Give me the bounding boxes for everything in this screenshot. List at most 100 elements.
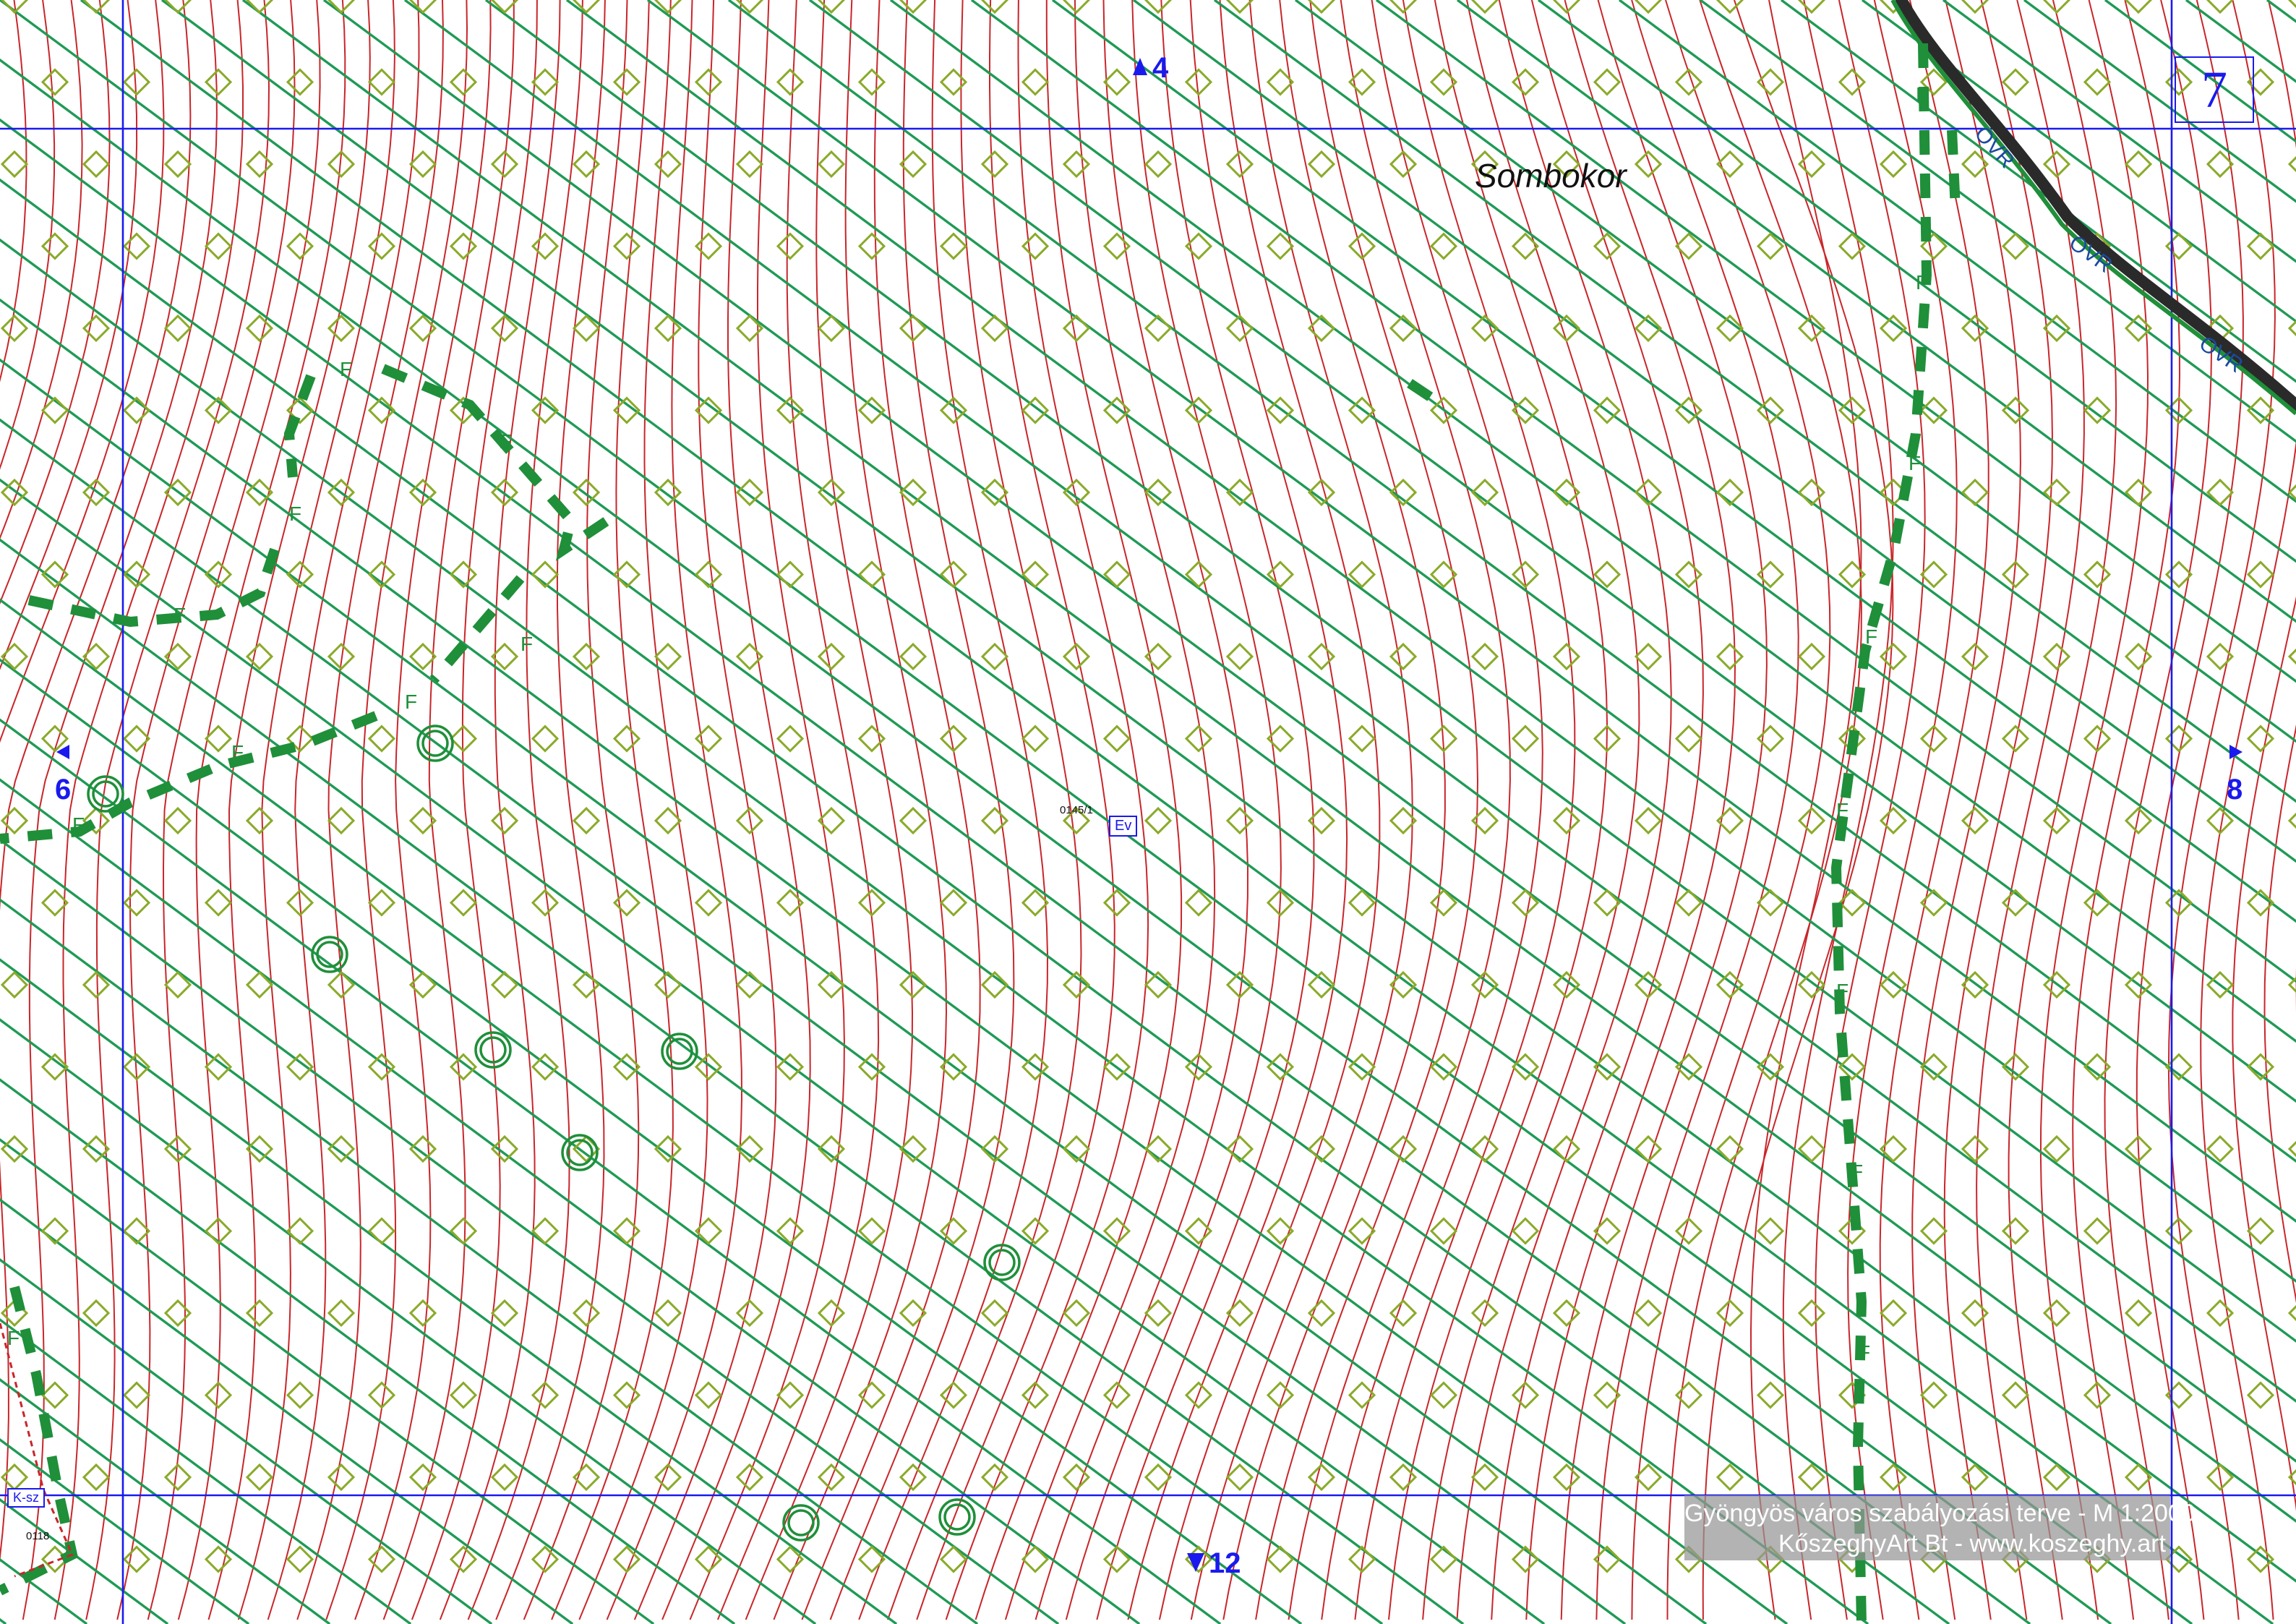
contour-line: [887, 0, 1082, 1620]
forest-hatch-line: [727, 0, 2296, 1163]
tree-circle-icon: [421, 730, 449, 757]
forest-hatch-line: [0, 778, 1141, 1624]
map-credit: Gyöngyös város szabályozási terve - M 1:…: [1684, 1495, 2196, 1560]
forest-diamond-icon: [2206, 970, 2235, 999]
forest-diamond-icon: [1961, 970, 1989, 999]
tree-circle-icon: [92, 780, 119, 808]
forest-diamond-icon: [2124, 970, 2153, 999]
zone-code-ev: Ev: [1109, 816, 1138, 837]
forest-diamond-icon: [980, 1299, 1009, 1328]
contour-line: [147, 0, 321, 1620]
contour-line: [2072, 0, 2181, 1620]
forest-diamond-icon: [1348, 68, 1376, 96]
forest-diamond-icon: [2124, 0, 2153, 14]
forest-diamond-icon: [1429, 889, 1458, 917]
forest-diamond-icon: [1756, 725, 1785, 753]
forest-diamond-icon: [2206, 1463, 2235, 1492]
forest-diamond-icon: [1552, 970, 1581, 999]
forest-diamond-icon: [1348, 1053, 1376, 1081]
forest-diamond-icon: [1062, 806, 1091, 835]
forest-diamond-icon: [1429, 232, 1458, 260]
road-label: OVR: [1970, 122, 2019, 173]
forest-diamond-icon: [2246, 396, 2275, 424]
forest-diamond-icon: [1879, 1134, 1908, 1163]
forest-diamond-icon: [490, 314, 519, 343]
forest-diamond-icon: [1961, 150, 1989, 179]
forest-diamond-icon: [286, 560, 314, 589]
forest-hatch-line: [0, 898, 979, 1624]
forest-diamond-icon: [1797, 970, 1826, 999]
forest-diamond-icon: [1021, 1545, 1050, 1573]
forest-diamond-icon: [245, 1299, 274, 1328]
forest-diamond-icon: [694, 1217, 723, 1245]
contour-line: [801, 0, 981, 1620]
forest-diamond-icon: [1674, 68, 1703, 96]
contour-line: [2263, 724, 2296, 1304]
forest-diamond-icon: [694, 1545, 723, 1573]
parcel-id: 0145/1: [1060, 804, 1093, 816]
forest-diamond-icon: [1102, 725, 1131, 753]
tree-circle-icon: [561, 1134, 599, 1171]
forest-diamond-icon: [82, 642, 111, 671]
forest-diamond-icon: [82, 1463, 111, 1492]
forest-diamond-icon: [2042, 150, 2071, 179]
forest-diamond-icon: [122, 1381, 151, 1409]
forest-diamond-icon: [612, 725, 641, 753]
forest-diamond-icon: [1797, 1134, 1826, 1163]
forest-diamond-icon: [2124, 1134, 2153, 1163]
forest-diamond-icon: [1144, 806, 1173, 835]
forest-hatch-line: [0, 1318, 412, 1624]
forest-diamond-icon: [40, 1381, 69, 1409]
contour-line: [1782, 0, 1894, 1620]
forest-diamond-icon: [2001, 68, 2030, 96]
zone-code-ksz: K-sz: [7, 1488, 45, 1508]
forest-diamond-icon: [1307, 1134, 1336, 1163]
forest-diamond-icon: [1756, 1381, 1785, 1409]
fence-labels: F F F F F F F F F F F F F F F F F: [7, 83, 1928, 1364]
tree-circle-icon: [782, 1504, 820, 1542]
forest-hatch-line: [1618, 0, 2296, 503]
forest-hatch-line: [0, 958, 898, 1624]
east-arrow-icon: [2229, 745, 2243, 759]
forest-diamond-icon: [817, 642, 846, 671]
forest-diamond-icon: [490, 970, 519, 999]
forest-diamond-icon: [1961, 478, 1989, 507]
forest-diamond-icon: [694, 560, 723, 589]
forest-diamond-icon: [2164, 560, 2193, 589]
forest-diamond-icon: [899, 0, 928, 14]
forest-diamond-icon: [40, 232, 69, 260]
forest-diamond-icon: [1348, 1545, 1376, 1573]
forest-diamond-icon: [899, 1134, 928, 1163]
forest-diamond-icon: [1511, 232, 1540, 260]
forest-diamond-icon: [735, 150, 764, 179]
forest-diamond-icon: [1429, 560, 1458, 589]
forest-diamond-icon: [1348, 1381, 1376, 1409]
forest-diamond-icon: [1511, 725, 1540, 753]
forest-diamond-icon: [531, 68, 560, 96]
forest-diamond-icon: [1102, 68, 1131, 96]
forest-diamond-icon: [2206, 0, 2235, 14]
forest-diamond-icon: [1429, 1381, 1458, 1409]
contour-line: [1158, 0, 1381, 1620]
forest-diamond-icon: [449, 232, 478, 260]
forest-diamond-icon: [490, 1463, 519, 1492]
forest-diamond-icon: [980, 478, 1009, 507]
forest-diamond-icon: [122, 1217, 151, 1245]
forest-diamond-icon: [1062, 970, 1091, 999]
contour-line: [1666, 0, 1862, 1620]
contour-line: [1096, 0, 1315, 1620]
forest-diamond-icon: [40, 560, 69, 589]
forest-diamond-icon: [2246, 232, 2275, 260]
forest-diamond-icon: [82, 478, 111, 507]
fence-label: F: [405, 691, 417, 713]
tree-circle-icon: [416, 725, 454, 762]
forest-diamond-icon: [408, 314, 437, 343]
fence-label: F: [174, 604, 186, 626]
forest-diamond-icon: [1144, 0, 1173, 14]
neighbor-west-label: 6: [55, 774, 72, 805]
forest-diamond-icon: [817, 150, 846, 179]
forest-diamond-icon: [2206, 478, 2235, 507]
forest-diamond-icon: [163, 970, 192, 999]
forest-diamond-icon: [817, 1134, 846, 1163]
forest-diamond-icon: [1634, 0, 1663, 14]
